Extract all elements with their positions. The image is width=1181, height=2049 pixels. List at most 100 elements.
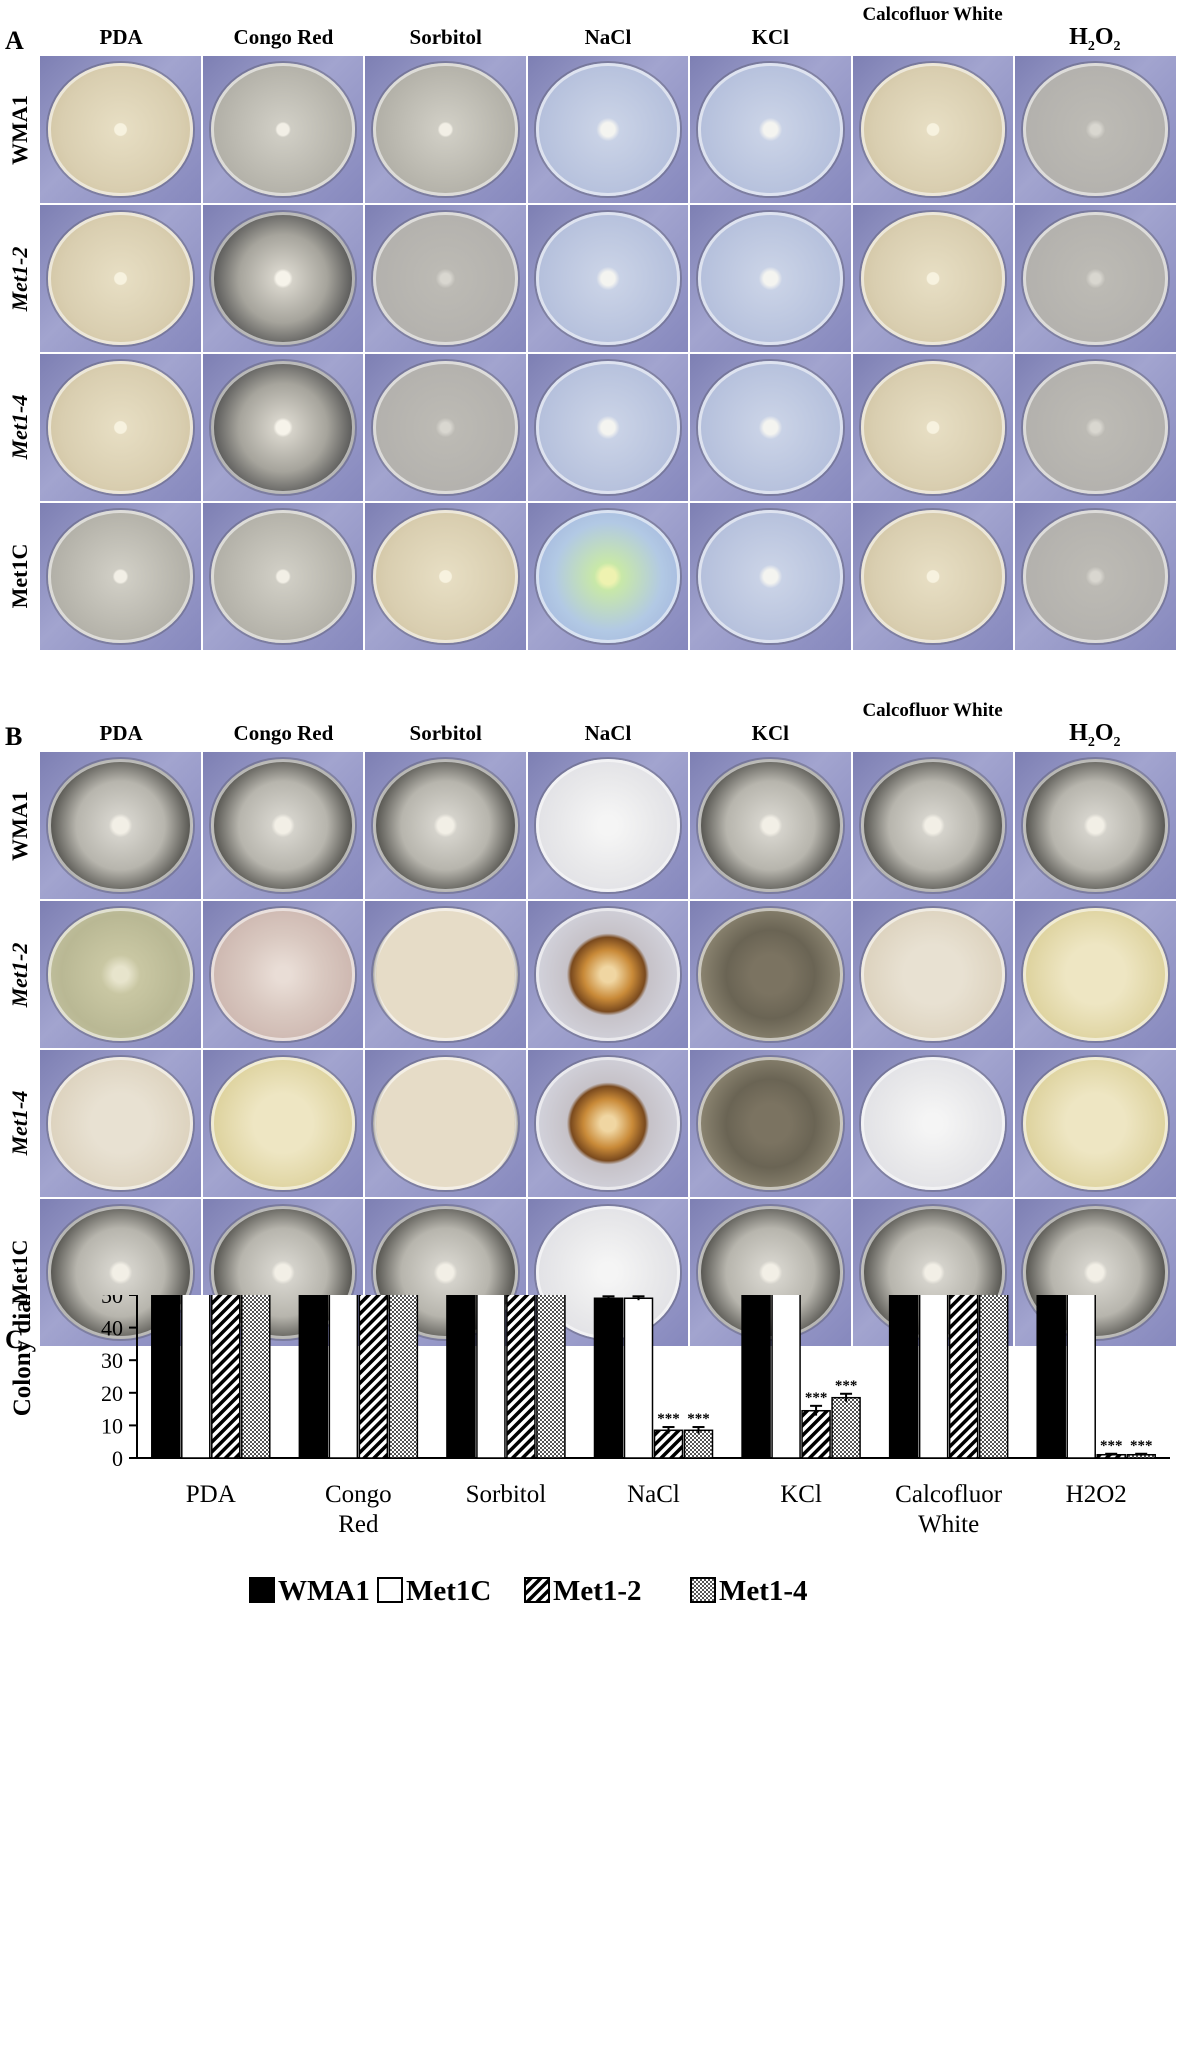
bar xyxy=(388,1232,419,1459)
bar xyxy=(506,1198,536,1459)
column-header: KCl xyxy=(751,25,789,49)
culture-plate xyxy=(535,63,681,196)
culture-plate xyxy=(860,212,1006,345)
culture-plate xyxy=(860,361,1006,494)
plate-photo xyxy=(40,56,201,203)
significance-mark: *** xyxy=(805,1390,828,1406)
row-label: WMA1 xyxy=(7,95,32,166)
plate-photo xyxy=(365,1050,526,1197)
culture-plate xyxy=(698,908,843,1041)
plate-photo xyxy=(690,56,851,203)
row-label: Met1C xyxy=(7,543,32,609)
legend-swatch xyxy=(690,1577,716,1603)
y-tick-label: 20 xyxy=(101,1381,123,1406)
column-header: KCl xyxy=(751,721,789,745)
y-axis-label: Colony diameter (mm) xyxy=(9,1295,36,1416)
plate-photo xyxy=(1015,752,1176,899)
bar xyxy=(653,1429,684,1459)
bar xyxy=(446,1180,476,1459)
culture-plate xyxy=(48,63,193,196)
plate-photo xyxy=(40,354,201,501)
legend-swatch xyxy=(377,1577,403,1603)
culture-plate xyxy=(1023,361,1168,494)
legend-label: Met1-2 xyxy=(553,1575,642,1607)
culture-plate xyxy=(698,63,843,196)
x-tick-label: White xyxy=(918,1511,979,1538)
panel-b-plate-grid xyxy=(40,752,1176,1346)
bar xyxy=(211,1220,241,1459)
culture-plate xyxy=(860,908,1006,1041)
significance-mark: *** xyxy=(687,1411,710,1427)
x-tick-label: Sorbitol xyxy=(466,1481,547,1508)
bar xyxy=(771,1274,801,1459)
culture-plate xyxy=(860,1057,1006,1190)
column-header: PDA xyxy=(99,25,143,49)
culture-plate xyxy=(373,510,518,643)
bar xyxy=(831,1396,861,1459)
plate-photo xyxy=(365,354,526,501)
culture-plate xyxy=(535,908,681,1041)
culture-plate xyxy=(698,1057,843,1190)
culture-plate xyxy=(535,1057,681,1190)
plate-photo xyxy=(202,503,364,650)
bar xyxy=(741,1274,771,1459)
plate-photo xyxy=(527,1050,689,1197)
culture-plate xyxy=(535,361,681,494)
plate-photo xyxy=(527,901,689,1048)
culture-plate xyxy=(698,212,843,345)
row-label: Met1-2 xyxy=(7,942,32,1008)
plate-photo xyxy=(365,752,526,899)
y-tick-label: 0 xyxy=(112,1446,123,1471)
row-label: WMA1 xyxy=(7,791,32,862)
plate-photo xyxy=(527,205,689,352)
significance-mark: *** xyxy=(657,1411,680,1427)
bar xyxy=(298,1180,329,1459)
panel-b-letter: B xyxy=(5,722,23,751)
culture-plate xyxy=(48,908,193,1041)
bar xyxy=(623,1297,654,1459)
culture-plate xyxy=(535,510,681,643)
bar xyxy=(801,1409,831,1459)
culture-plate xyxy=(373,908,518,1041)
culture-plate xyxy=(698,759,843,892)
plate-photo xyxy=(1015,1199,1176,1346)
bar xyxy=(241,1220,271,1459)
plate-photo xyxy=(40,752,201,899)
panel-c: C Colony diameter (mm)010203040506070809… xyxy=(0,1120,1181,2044)
significance-mark: *** xyxy=(1130,1438,1153,1454)
plate-photo xyxy=(852,901,1014,1048)
plate-photo xyxy=(690,901,851,1048)
culture-plate xyxy=(860,759,1006,892)
plate-photo xyxy=(365,503,526,650)
column-header: Sorbitol xyxy=(409,25,482,49)
culture-plate xyxy=(373,212,518,345)
plate-photo xyxy=(202,1050,364,1197)
culture-plate xyxy=(698,510,843,643)
column-header: PDA xyxy=(99,721,143,745)
plate-photo xyxy=(852,354,1014,501)
x-tick-label: H2O2 xyxy=(1066,1481,1127,1508)
x-tick-label: NaCl xyxy=(627,1481,680,1508)
plate-photo xyxy=(40,503,201,650)
plate-photo xyxy=(852,205,1014,352)
culture-plate xyxy=(373,361,518,494)
bar xyxy=(888,1186,919,1459)
plate-photo xyxy=(202,752,364,899)
y-tick-label: 10 xyxy=(101,1413,123,1438)
plate-photo xyxy=(1015,354,1176,501)
bar xyxy=(151,1189,181,1459)
culture-plate xyxy=(210,1057,356,1190)
culture-plate xyxy=(48,759,193,892)
plate-photo xyxy=(365,205,526,352)
legend-label: Met1C xyxy=(406,1575,491,1607)
culture-plate xyxy=(1023,510,1168,643)
plate-photo xyxy=(40,205,201,352)
x-tick-label: Red xyxy=(338,1511,379,1538)
plate-photo xyxy=(852,56,1014,203)
culture-plate xyxy=(1023,63,1168,196)
panel-a-plate-grid xyxy=(40,56,1176,650)
culture-plate xyxy=(1023,908,1168,1041)
colony-diameter-chart: Colony diameter (mm)01020304050607080901… xyxy=(9,1120,1170,1607)
plate-photo xyxy=(1015,205,1176,352)
column-header: Calcofluor White xyxy=(862,4,1003,25)
